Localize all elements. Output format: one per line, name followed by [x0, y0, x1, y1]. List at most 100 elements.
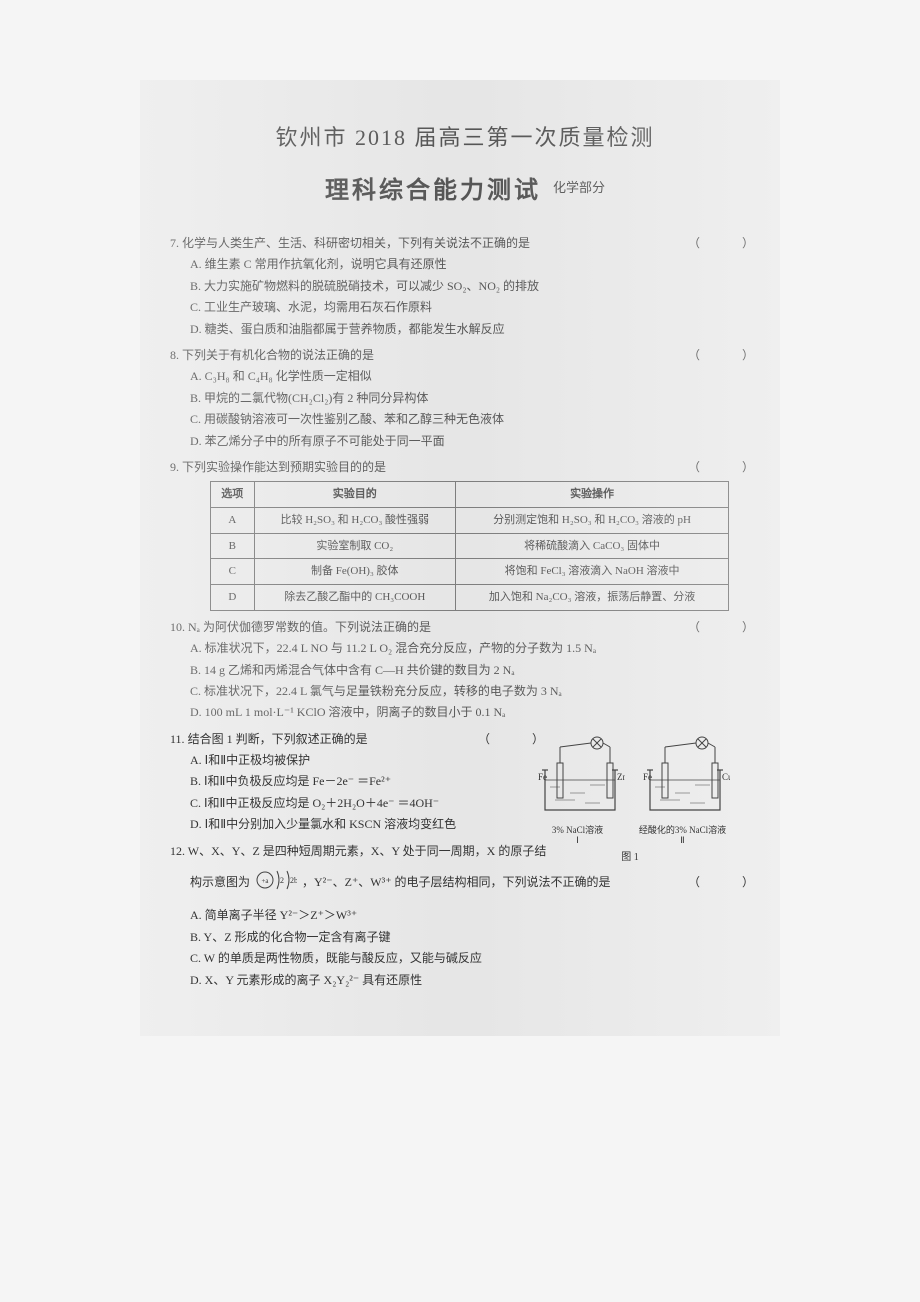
electrode-label-fe: Fe: [538, 772, 547, 782]
option-c: C. 工业生产玻璃、水泥，均需用石灰石作原料: [190, 297, 760, 317]
td: 实验室制取 CO₂: [254, 533, 455, 559]
option-b: B. Ⅰ和Ⅱ中负极反应均是 Fe－2e⁻ ＝Fe²⁺: [190, 771, 554, 791]
beaker-1: Fe Zn 3% NaCl溶液 Ⅰ: [530, 735, 625, 847]
option-a: A. 简单离子半径 Y²⁻＞Z⁺＞W³⁺: [190, 905, 760, 925]
shell-1: 2: [280, 876, 284, 885]
options: A. 维生素 C 常用作抗氧化剂，说明它具有还原性 B. 大力实施矿物燃料的脱硫…: [170, 254, 760, 339]
question-num: 8.: [170, 348, 179, 362]
option-a: A. 维生素 C 常用作抗氧化剂，说明它具有还原性: [190, 254, 760, 274]
roman-1: Ⅰ: [530, 835, 625, 846]
question-stem: 化学与人类生产、生活、科研密切相关，下列有关说法不正确的是: [182, 236, 530, 250]
th-purpose: 实验目的: [254, 482, 455, 508]
question-num: 7.: [170, 236, 179, 250]
solution-label-2: 经酸化的3% NaCl溶液: [635, 825, 730, 836]
shell-2: 2b: [290, 876, 297, 885]
td: 除去乙酸乙酯中的 CH₃COOH: [254, 585, 455, 611]
question-7: 7. 化学与人类生产、生活、科研密切相关，下列有关说法不正确的是 （ ） A. …: [170, 233, 760, 339]
question-stem: 结合图 1 判断，下列叙述正确的是: [188, 732, 368, 746]
td: D: [211, 585, 255, 611]
answer-paren: （ ）: [688, 345, 760, 365]
td: B: [211, 533, 255, 559]
nucleus-label: +a: [261, 877, 269, 885]
option-d: D. Ⅰ和Ⅱ中分别加入少量氯水和 KSCN 溶液均变红色: [190, 814, 554, 834]
figure-caption: 图 1: [530, 848, 730, 863]
options: A. 标准状况下，22.4 L NO 与 11.2 L O₂ 混合充分反应，产物…: [170, 638, 760, 723]
option-d: D. 糖类、蛋白质和油脂都属于营养物质，都能发生水解反应: [190, 319, 760, 339]
table-row: B 实验室制取 CO₂ 将稀硫酸滴入 CaCO₃ 固体中: [211, 533, 729, 559]
question-header: 9. 下列实验操作能达到预期实验目的的是 （ ）: [170, 457, 760, 477]
option-a: A. C₃H₈ 和 C₄H₈ 化学性质一定相似: [190, 366, 760, 386]
option-b: B. Y、Z 形成的化合物一定含有离子键: [190, 927, 760, 947]
option-d: D. 100 mL 1 mol·L⁻¹ KClO 溶液中，阴离子的数目小于 0.…: [190, 702, 760, 722]
question-stem-part1: W、X、Y、Z 是四种短周期元素，X、Y 处于同一周期，X 的原子结: [188, 844, 547, 858]
exam-title-line2: 理科综合能力测试: [325, 177, 541, 204]
option-c: C. 用碳酸钠溶液可一次性鉴别乙酸、苯和乙醇三种无色液体: [190, 409, 760, 429]
table-row: 选项 实验目的 实验操作: [211, 482, 729, 508]
figure-1: Fe Zn 3% NaCl溶液 Ⅰ: [530, 735, 730, 864]
experiment-table: 选项 实验目的 实验操作 A 比较 H₂SO₃ 和 H₂CO₃ 酸性强弱 分别测…: [210, 481, 729, 610]
th-operation: 实验操作: [455, 482, 728, 508]
exam-page: 钦州市 2018 届高三第一次质量检测 理科综合能力测试 化学部分 7. 化学与…: [140, 80, 780, 1036]
question-stem: 下列关于有机化合物的说法正确的是: [182, 348, 374, 362]
td: 制备 Fe(OH)₃ 胶体: [254, 559, 455, 585]
question-num: 12.: [170, 844, 185, 858]
question-10: 10. Nₐ 为阿伏伽德罗常数的值。下列说法正确的是 （ ） A. 标准状况下，…: [170, 617, 760, 723]
option-c: C. Ⅰ和Ⅱ中正极反应均是 O₂＋2H₂O＋4e⁻ ＝4OH⁻: [190, 793, 554, 813]
options: A. C₃H₈ 和 C₄H₈ 化学性质一定相似 B. 甲烷的二氯代物(CH₂Cl…: [170, 366, 760, 451]
beaker-svg-1: Fe Zn: [530, 735, 625, 820]
options: A. Ⅰ和Ⅱ中正极均被保护 B. Ⅰ和Ⅱ中负极反应均是 Fe－2e⁻ ＝Fe²⁺…: [170, 750, 554, 835]
table-row: D 除去乙酸乙酯中的 CH₃COOH 加入饱和 Na₂CO₃ 溶液，振荡后静置、…: [211, 585, 729, 611]
option-c: C. 标准状况下，22.4 L 氯气与足量铁粉充分反应，转移的电子数为 3 Nₐ: [190, 681, 760, 701]
option-a: A. Ⅰ和Ⅱ中正极均被保护: [190, 750, 554, 770]
td: C: [211, 559, 255, 585]
question-header: 8. 下列关于有机化合物的说法正确的是 （ ）: [170, 345, 760, 365]
table-row: C 制备 Fe(OH)₃ 胶体 将饱和 FeCl₃ 溶液滴入 NaOH 溶液中: [211, 559, 729, 585]
exam-title-line2-sub: 化学部分: [553, 180, 605, 195]
atom-diagram: +a 2 2b: [255, 867, 297, 899]
question-num: 9.: [170, 460, 179, 474]
beaker-svg-2: Fe Cu: [635, 735, 730, 820]
question-stem-part3: ，Y²⁻、Z⁺、W³⁺ 的电子层结构相同，下列说法不正确的是: [302, 875, 611, 889]
question-header: 10. Nₐ 为阿伏伽德罗常数的值。下列说法正确的是 （ ）: [170, 617, 760, 637]
beaker-2: Fe Cu 经酸化的3% NaCl溶液 Ⅱ: [635, 735, 730, 847]
option-b: B. 14 g 乙烯和丙烯混合气体中含有 C—H 共价键的数目为 2 Nₐ: [190, 660, 760, 680]
td: A: [211, 507, 255, 533]
exam-title-line1: 钦州市 2018 届高三第一次质量检测: [170, 120, 760, 152]
answer-paren: （ ）: [688, 617, 760, 637]
electrode-label-fe: Fe: [643, 772, 652, 782]
option-a: A. 标准状况下，22.4 L NO 与 11.2 L O₂ 混合充分反应，产物…: [190, 638, 760, 658]
beaker-row: Fe Zn 3% NaCl溶液 Ⅰ: [530, 735, 730, 847]
options: A. 简单离子半径 Y²⁻＞Z⁺＞W³⁺ B. Y、Z 形成的化合物一定含有离子…: [170, 905, 760, 990]
question-stem: 下列实验操作能达到预期实验目的的是: [182, 460, 386, 474]
electrode-label-zn: Zn: [617, 772, 625, 782]
option-d: D. 苯乙烯分子中的所有原子不可能处于同一平面: [190, 431, 760, 451]
option-c: C. W 的单质是两性物质，既能与酸反应，又能与碱反应: [190, 948, 760, 968]
exam-title-line2-wrap: 理科综合能力测试 化学部分: [170, 170, 760, 205]
option-d: D. X、Y 元素形成的离子 X₂Y₂²⁻ 具有还原性: [190, 970, 760, 990]
td: 分别测定饱和 H₂SO₃ 和 H₂CO₃ 溶液的 pH: [455, 507, 728, 533]
td: 将稀硫酸滴入 CaCO₃ 固体中: [455, 533, 728, 559]
td: 将饱和 FeCl₃ 溶液滴入 NaOH 溶液中: [455, 559, 728, 585]
solution-label-1: 3% NaCl溶液: [530, 825, 625, 836]
question-9: 9. 下列实验操作能达到预期实验目的的是 （ ） 选项 实验目的 实验操作 A …: [170, 457, 760, 611]
roman-2: Ⅱ: [635, 835, 730, 846]
question-stem: Nₐ 为阿伏伽德罗常数的值。下列说法正确的是: [188, 620, 431, 634]
option-b: B. 甲烷的二氯代物(CH₂Cl₂)有 2 种同分异构体: [190, 388, 760, 408]
question-num: 11.: [170, 732, 185, 746]
answer-paren: （ ）: [688, 872, 760, 892]
question-num: 10.: [170, 620, 185, 634]
q12-stem-line2: 构示意图为 +a 2 2b ，Y²⁻、Z⁺、W³⁺ 的电子层结构相同，下列说法不…: [170, 867, 760, 899]
question-header: 7. 化学与人类生产、生活、科研密切相关，下列有关说法不正确的是 （ ）: [170, 233, 760, 253]
q11-q12-wrap: Fe Zn 3% NaCl溶液 Ⅰ: [170, 729, 760, 990]
electrode-label-cu: Cu: [722, 772, 730, 782]
q12-stem-line1: 12. W、X、Y、Z 是四种短周期元素，X、Y 处于同一周期，X 的原子结: [170, 841, 554, 861]
question-stem-part2: 构示意图为: [190, 875, 250, 889]
answer-paren: （ ）: [688, 233, 760, 253]
table-row: A 比较 H₂SO₃ 和 H₂CO₃ 酸性强弱 分别测定饱和 H₂SO₃ 和 H…: [211, 507, 729, 533]
question-8: 8. 下列关于有机化合物的说法正确的是 （ ） A. C₃H₈ 和 C₄H₈ 化…: [170, 345, 760, 451]
td: 比较 H₂SO₃ 和 H₂CO₃ 酸性强弱: [254, 507, 455, 533]
answer-paren: （ ）: [688, 457, 760, 477]
th-option: 选项: [211, 482, 255, 508]
option-b: B. 大力实施矿物燃料的脱硫脱硝技术，可以减少 SO₂、NO₂ 的排放: [190, 276, 760, 296]
td: 加入饱和 Na₂CO₃ 溶液，振荡后静置、分液: [455, 585, 728, 611]
